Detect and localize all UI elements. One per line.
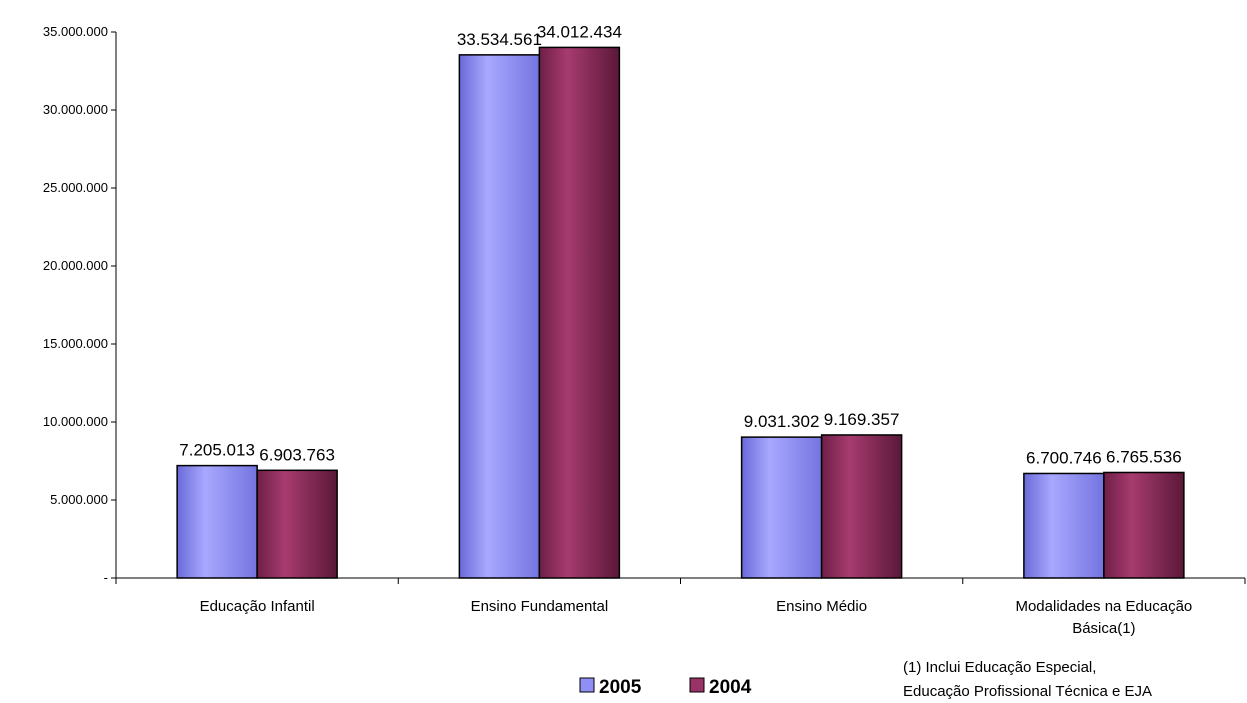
legend-swatch-2004	[689, 677, 705, 693]
y-tick-label: -	[104, 570, 108, 585]
y-tick-label: 35.000.000	[43, 24, 108, 39]
x-category-label: Ensino Fundamental	[471, 598, 609, 615]
bar-2005	[740, 436, 823, 579]
axes: - 5.000.000 10.000.000 15.000.000 20.000.000…	[43, 24, 1246, 637]
bar-2005	[1023, 472, 1105, 579]
x-category-label: Educação Infantil	[200, 598, 315, 615]
legend-swatch-2005	[579, 677, 595, 693]
x-category-label: Ensino Médio	[776, 598, 867, 615]
y-tick-label: 10.000.000	[43, 414, 108, 429]
y-tick-label: 5.000.000	[50, 492, 108, 507]
bar-2004	[256, 469, 338, 579]
data-label: 34.012.434	[537, 22, 622, 41]
bar-2004	[1103, 471, 1185, 579]
bar-2005	[176, 464, 258, 579]
data-label: 7.205.013	[179, 441, 255, 460]
data-label: 6.700.746	[1026, 448, 1102, 467]
bar-2004	[538, 46, 621, 579]
data-label: 6.765.536	[1106, 447, 1182, 466]
footnote: (1) Inclui Educação Especial, Educação Pr…	[903, 659, 1152, 700]
bar-2005	[458, 54, 541, 579]
x-category-label: Modalidades na Educação Básica(1)	[1015, 598, 1192, 637]
data-label: 9.169.357	[824, 410, 900, 429]
data-label: 9.031.302	[744, 412, 820, 431]
legend-label-2004: 2004	[709, 677, 752, 698]
bar-2004	[820, 434, 903, 579]
data-label: 6.903.763	[259, 445, 335, 464]
legend-label-2005: 2005	[599, 677, 642, 698]
y-tick-label: 25.000.000	[43, 180, 108, 195]
y-tick-label: 30.000.000	[43, 102, 108, 117]
bars	[176, 46, 1185, 579]
data-label: 33.534.561	[457, 30, 542, 49]
y-tick-label: 15.000.000	[43, 336, 108, 351]
y-tick-label: 20.000.000	[43, 258, 108, 273]
legend: 2005 2004	[579, 677, 752, 698]
